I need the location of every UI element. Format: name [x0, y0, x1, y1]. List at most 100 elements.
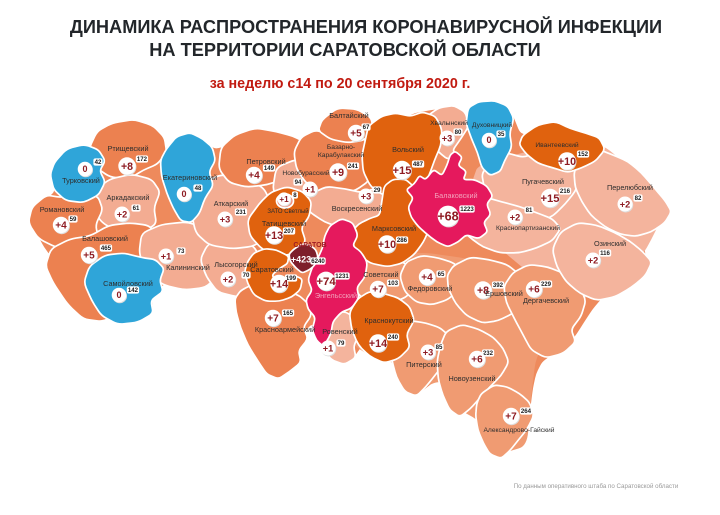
- svg-text:+1: +1: [323, 343, 333, 353]
- svg-text:73: 73: [178, 248, 185, 255]
- svg-text:94: 94: [295, 179, 302, 186]
- svg-text:Краснопартизанский: Краснопартизанский: [496, 224, 560, 232]
- svg-text:+10: +10: [558, 156, 576, 168]
- svg-text:172: 172: [137, 156, 148, 163]
- svg-text:Балтайский: Балтайский: [329, 111, 369, 120]
- svg-text:+14: +14: [270, 278, 288, 290]
- svg-text:Татищевский: Татищевский: [262, 219, 306, 228]
- svg-text:Ртищевский: Ртищевский: [107, 144, 148, 153]
- svg-text:Балаковский: Балаковский: [434, 191, 477, 200]
- svg-text:Дергачевский: Дергачевский: [523, 296, 569, 305]
- svg-text:+8: +8: [477, 285, 489, 297]
- svg-text:103: 103: [388, 280, 399, 287]
- svg-text:Петровский: Петровский: [246, 157, 285, 166]
- svg-text:85: 85: [436, 344, 443, 351]
- svg-text:Ершовский: Ершовский: [485, 289, 523, 298]
- svg-text:0: 0: [82, 164, 87, 174]
- svg-text:Духовницкий: Духовницкий: [472, 121, 512, 129]
- svg-text:231: 231: [236, 209, 247, 216]
- svg-text:Калининский: Калининский: [166, 263, 210, 272]
- svg-text:Хвалынский: Хвалынский: [430, 119, 468, 127]
- svg-text:1223: 1223: [460, 206, 474, 213]
- svg-text:+3: +3: [361, 191, 371, 201]
- svg-text:79: 79: [338, 340, 345, 347]
- svg-text:61: 61: [133, 205, 140, 212]
- svg-text:70: 70: [243, 272, 250, 279]
- svg-text:Воскресенский: Воскресенский: [332, 204, 383, 213]
- svg-text:Балашовский: Балашовский: [82, 234, 128, 243]
- svg-text:116: 116: [600, 250, 610, 257]
- svg-text:Новобурасский: Новобурасский: [282, 169, 329, 177]
- svg-text:+3: +3: [442, 133, 452, 143]
- svg-text:48: 48: [195, 185, 202, 192]
- svg-text:Перелюбский: Перелюбский: [607, 183, 653, 192]
- svg-text:Романовский: Романовский: [40, 205, 85, 214]
- svg-text:232: 232: [483, 350, 494, 357]
- svg-text:29: 29: [374, 187, 381, 194]
- svg-text:229: 229: [541, 281, 552, 288]
- svg-text:Красноармейский: Красноармейский: [255, 325, 315, 334]
- svg-text:207: 207: [284, 228, 295, 235]
- svg-text:240: 240: [388, 334, 399, 341]
- svg-text:42: 42: [95, 159, 102, 166]
- svg-text:Марксовский: Марксовский: [372, 224, 416, 233]
- svg-text:+2: +2: [620, 199, 630, 209]
- svg-text:+2: +2: [588, 255, 598, 265]
- svg-text:Аткарский: Аткарский: [214, 199, 249, 208]
- svg-text:По данным оперативного штаба п: По данным оперативного штаба по Саратовс…: [514, 483, 679, 490]
- svg-text:81: 81: [526, 207, 533, 214]
- svg-text:Пугачевский: Пугачевский: [522, 177, 564, 186]
- svg-text:Питерский: Питерский: [406, 360, 442, 369]
- svg-text:59: 59: [70, 216, 77, 223]
- svg-text:ЗАТО Светлый: ЗАТО Светлый: [267, 208, 308, 215]
- svg-text:+1: +1: [161, 251, 171, 261]
- svg-text:Советский: Советский: [363, 270, 398, 279]
- svg-text:+2: +2: [510, 212, 520, 222]
- svg-text:Энгельсский: Энгельсский: [315, 291, 357, 300]
- svg-text:165: 165: [283, 310, 294, 317]
- svg-text:+14: +14: [369, 338, 387, 350]
- svg-text:Базарно-: Базарно-: [327, 144, 355, 151]
- svg-text:149: 149: [264, 165, 275, 172]
- svg-text:+2: +2: [117, 209, 127, 219]
- svg-text:+1: +1: [305, 184, 315, 194]
- svg-text:+7: +7: [372, 285, 384, 296]
- svg-text:Аркадакский: Аркадакский: [107, 193, 150, 202]
- svg-text:8: 8: [293, 192, 297, 199]
- svg-text:+423: +423: [291, 255, 311, 265]
- svg-text:+8: +8: [121, 161, 133, 173]
- svg-text:+6: +6: [471, 355, 483, 366]
- svg-text:+10: +10: [378, 239, 396, 251]
- svg-text:+5: +5: [83, 251, 95, 262]
- svg-text:0: 0: [181, 189, 186, 199]
- svg-text:Турковский: Турковский: [62, 176, 100, 185]
- svg-text:+2: +2: [223, 274, 233, 284]
- svg-text:0: 0: [116, 290, 121, 300]
- svg-text:0: 0: [486, 135, 491, 145]
- svg-text:67: 67: [363, 124, 370, 131]
- svg-text:216: 216: [560, 188, 571, 195]
- svg-text:+9: +9: [332, 167, 344, 179]
- svg-text:392: 392: [493, 282, 504, 289]
- svg-text:Екатериновский: Екатериновский: [163, 173, 217, 182]
- svg-text:САРАТОВ: САРАТОВ: [293, 242, 326, 249]
- svg-text:Лысогорский: Лысогорский: [214, 260, 257, 269]
- svg-text:+3: +3: [220, 214, 230, 224]
- svg-text:Краснокутский: Краснокутский: [364, 316, 413, 325]
- svg-text:Карабулакский: Карабулакский: [318, 151, 365, 159]
- svg-text:35: 35: [498, 131, 505, 138]
- svg-text:+74: +74: [316, 276, 336, 288]
- svg-text:465: 465: [101, 245, 112, 252]
- svg-text:+6: +6: [528, 285, 540, 296]
- svg-text:+13: +13: [265, 230, 283, 242]
- svg-text:Ровенский: Ровенский: [322, 327, 357, 336]
- svg-text:264: 264: [521, 408, 532, 415]
- svg-text:152: 152: [578, 151, 589, 158]
- svg-text:286: 286: [397, 237, 408, 244]
- svg-text:+4: +4: [421, 273, 433, 284]
- svg-text:80: 80: [455, 129, 462, 136]
- svg-text:Александрово-Гайский: Александрово-Гайский: [483, 426, 554, 434]
- svg-text:+1: +1: [279, 195, 289, 204]
- svg-text:82: 82: [635, 195, 642, 202]
- svg-text:+3: +3: [423, 347, 433, 357]
